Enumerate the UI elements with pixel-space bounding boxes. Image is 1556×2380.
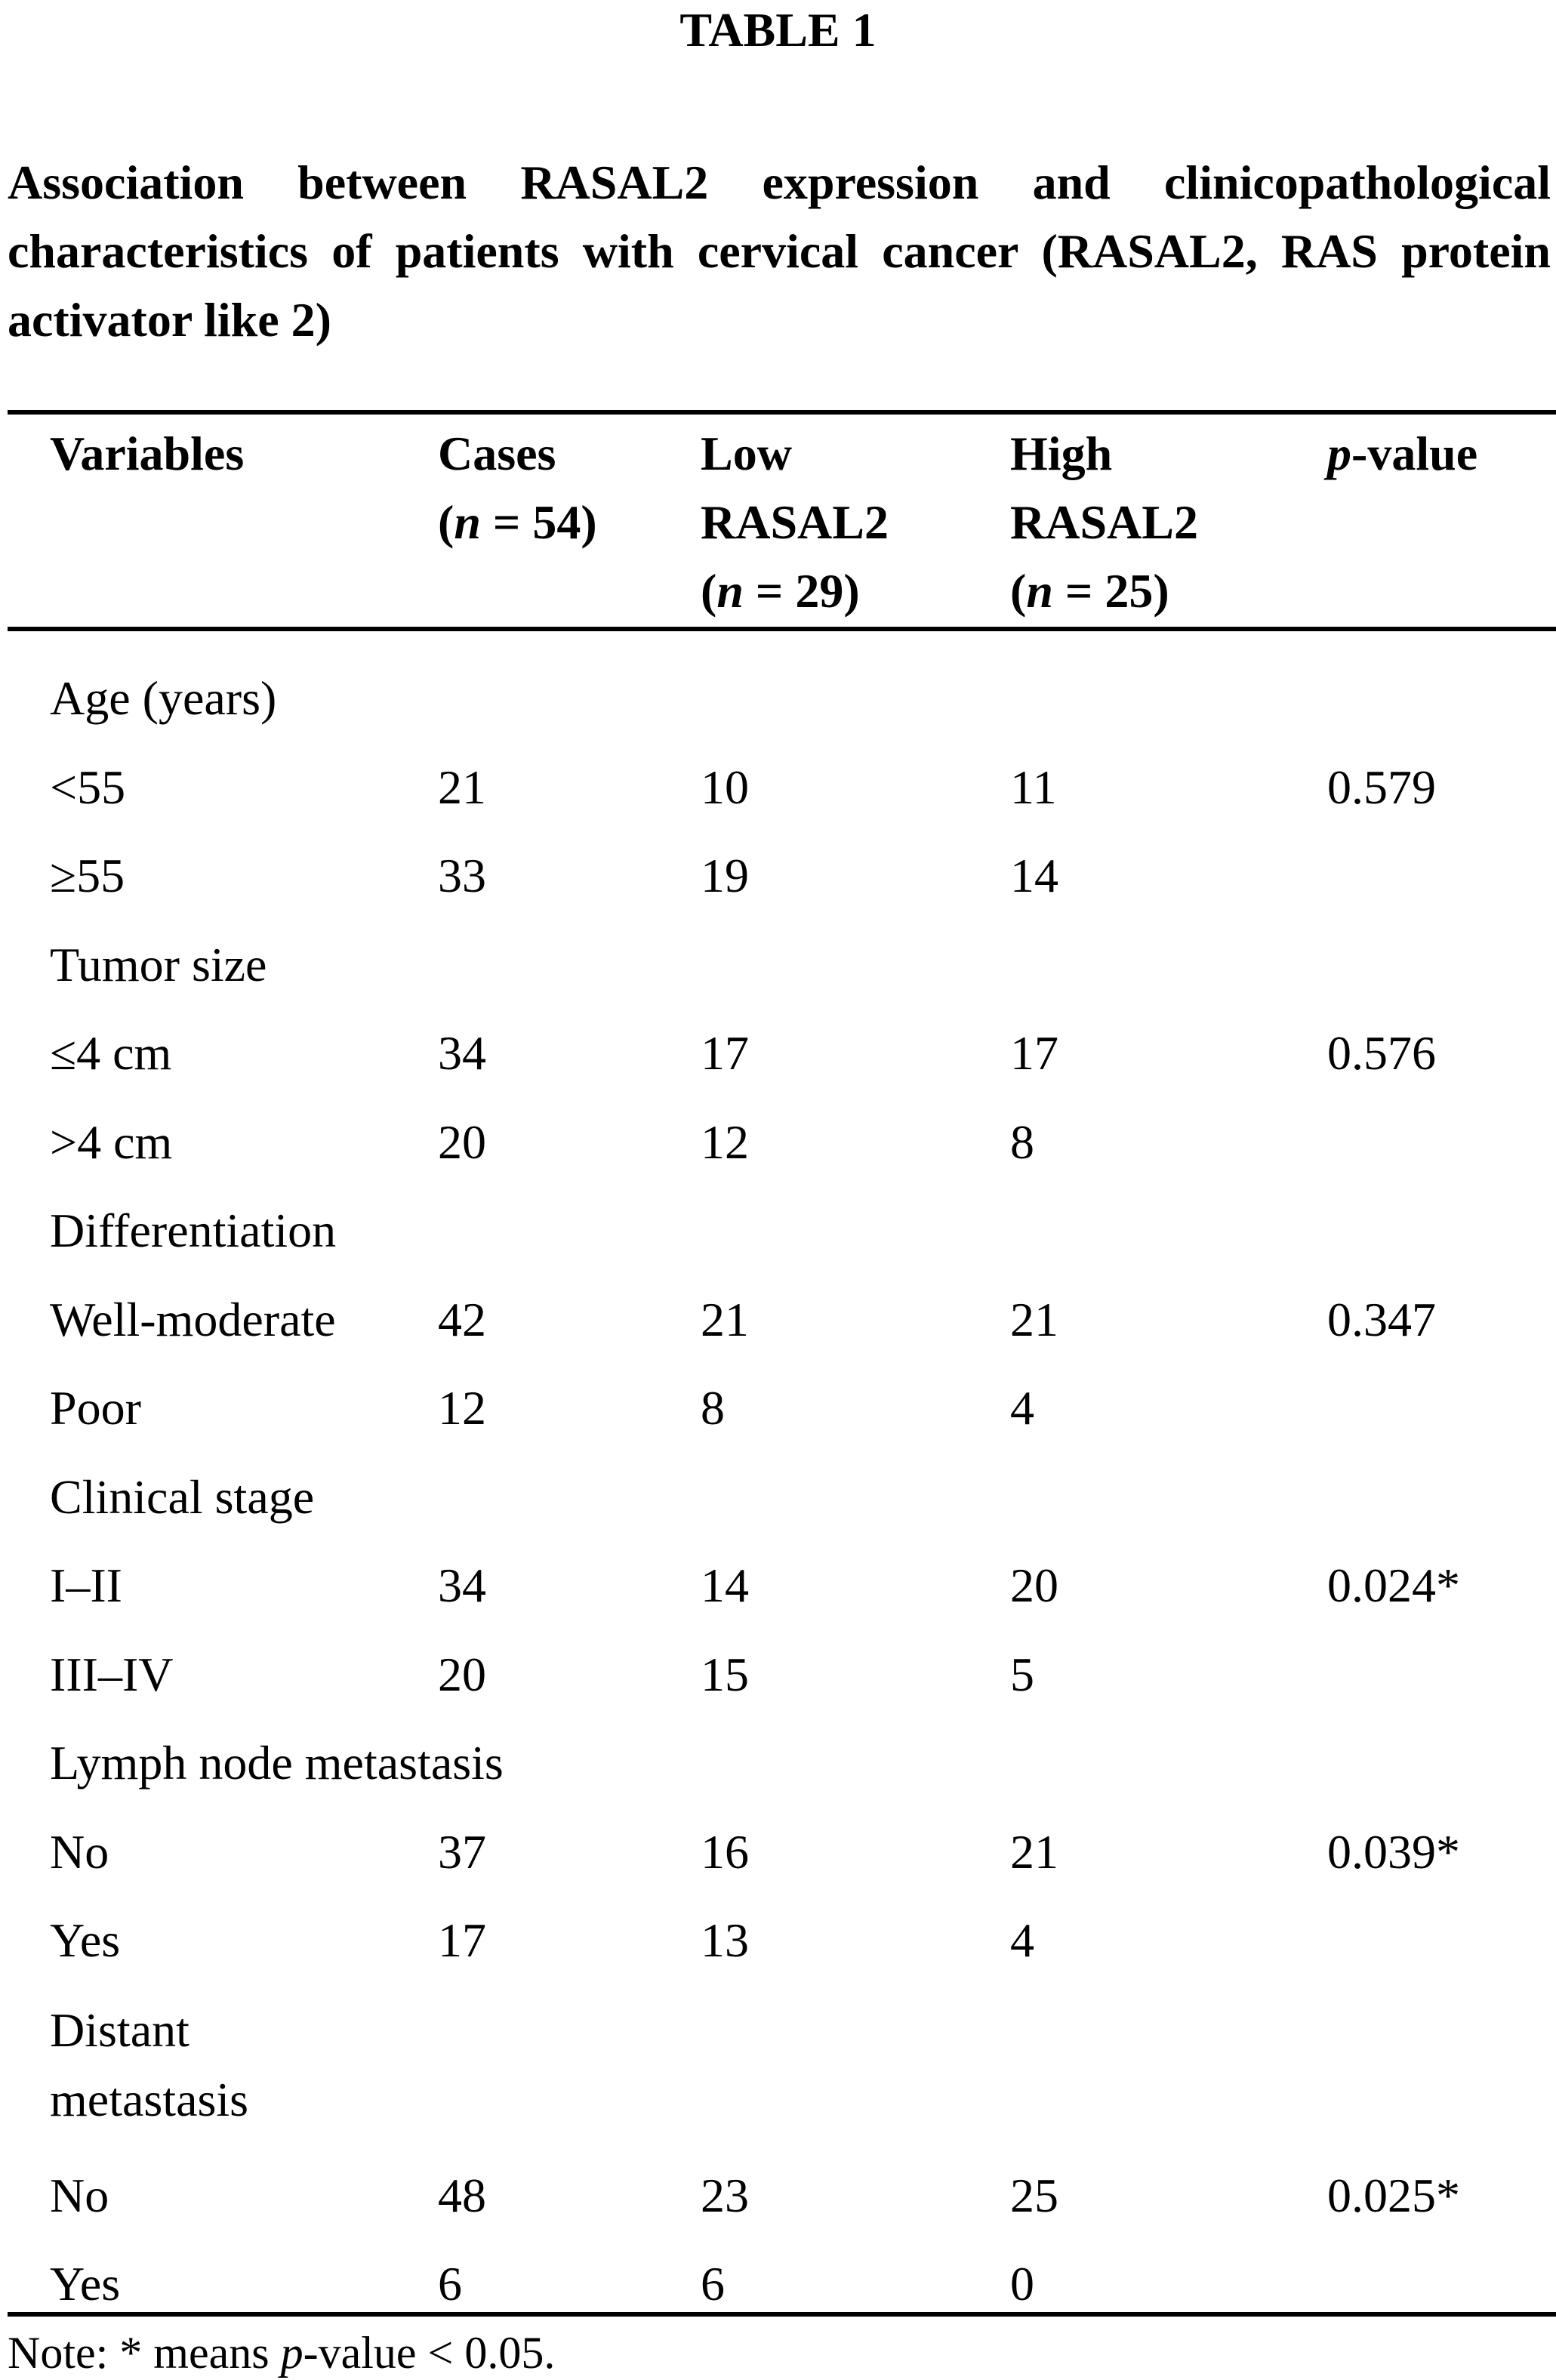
header-low-sub: RASAL2 [701,495,889,549]
cell-high: 5 [1010,1647,1034,1701]
table-row: Age (years) [0,654,1556,743]
cell-low: 23 [701,2168,749,2222]
cell-label: Yes [50,1913,121,1967]
header-high-rasal2: High RASAL2 (n = 25) [1010,419,1198,625]
table-body: Age (years) <55 21 10 11 0.579 ≥55 33 19 14 Tumor … [0,654,1556,2329]
table-row: Tumor size [0,920,1556,1010]
cell-high: 0 [1010,2257,1034,2311]
cell-low: 6 [701,2257,725,2311]
cell-cases: 33 [438,849,486,902]
table-row: Distant metastasis [0,1985,1556,2151]
cell-p: 0.576 [1327,1026,1436,1080]
table-row: III–IV 20 15 5 [0,1630,1556,1719]
cell-label: >4 cm [50,1114,173,1169]
cell-high: 21 [1010,1292,1058,1346]
cell-p: 0.025* [1327,2168,1460,2222]
cell-cases: 6 [438,2257,462,2311]
header-cases-label: Cases [438,427,556,480]
cell-high: 25 [1010,2168,1058,2222]
table-row: Yes 6 6 0 [0,2240,1556,2329]
table-row: Poor 12 8 4 [0,1364,1556,1453]
table-row: >4 cm 20 12 8 [0,1098,1556,1187]
cell-low: 15 [701,1647,749,1701]
cell-cases: 48 [438,2168,486,2222]
cell-label: Tumor size [50,937,267,991]
cell-high: 21 [1010,1824,1058,1879]
cell-low: 8 [701,1381,725,1435]
cell-low: 10 [701,760,749,814]
cell-label: ≥55 [50,849,125,902]
table-note: Note: * means p-value < 0.05. [8,2328,556,2378]
cell-label: No [50,1824,109,1879]
table-caption: Association between RASAL2 expression an… [8,156,1551,347]
cell-label: <55 [50,760,126,814]
cell-low: 19 [701,849,749,902]
table-title: TABLE 1 [679,3,877,57]
cell-p: 0.039* [1327,1824,1460,1879]
cell-low: 12 [701,1114,749,1169]
table-row: Yes 17 13 4 [0,1896,1556,1985]
header-low-n: (n = 29) [701,564,860,618]
header-low-label: Low [701,427,792,480]
cell-low: 21 [701,1292,749,1346]
header-high-sub: RASAL2 [1010,495,1198,549]
cell-low: 13 [701,1913,749,1967]
cell-high: 4 [1010,1913,1034,1967]
cell-cases: 20 [438,1647,486,1701]
cell-cases: 21 [438,760,486,814]
cell-label: I–II [50,1558,122,1612]
table-row: Differentiation [0,1186,1556,1275]
cell-label: Lymph node metastasis [50,1736,504,1790]
cell-label: Well-moderate [50,1292,336,1346]
cell-p: 0.347 [1327,1292,1436,1346]
cell-low: 17 [701,1026,749,1080]
header-cases-n: (n = 54) [438,495,597,549]
header-p-value: p-value [1327,427,1478,480]
bottom-rule [8,2312,1556,2317]
table-row: Clinical stage [0,1453,1556,1542]
cell-low: 16 [701,1824,749,1879]
cell-high: 8 [1010,1114,1034,1169]
cell-p: 0.579 [1327,760,1436,814]
cell-high: 11 [1010,760,1057,814]
cell-low: 14 [701,1558,749,1612]
cell-label: Yes [50,2257,121,2311]
header-cases: Cases (n = 54) [438,419,597,556]
cell-label: Age (years) [50,671,277,725]
table-row: ≥55 33 19 14 [0,831,1556,920]
table-row: No 48 23 25 0.025* [0,2151,1556,2240]
table-row: <55 21 10 11 0.579 [0,743,1556,832]
cell-cases: 42 [438,1292,486,1346]
cell-cases: 34 [438,1026,486,1080]
header-variables: Variables [50,427,245,480]
table-row: ≤4 cm 34 17 17 0.576 [0,1009,1556,1098]
cell-label: Distant metastasis [50,2002,249,2126]
header-rule [8,627,1556,631]
header-high-n: (n = 25) [1010,564,1169,618]
table-row: Well-moderate 42 21 21 0.347 [0,1275,1556,1364]
cell-high: 17 [1010,1026,1058,1080]
header-low-rasal2: Low RASAL2 (n = 29) [701,419,889,625]
cell-high: 4 [1010,1381,1034,1435]
cell-cases: 20 [438,1114,486,1169]
header-high-label: High [1010,427,1113,480]
cell-label: ≤4 cm [50,1026,172,1080]
cell-cases: 12 [438,1381,486,1435]
cell-label: III–IV [50,1647,174,1701]
cell-cases: 34 [438,1558,486,1612]
cell-label: No [50,2168,109,2222]
top-rule [8,410,1556,415]
cell-cases: 17 [438,1913,486,1967]
table-row: Lymph node metastasis [0,1719,1556,1808]
cell-high: 14 [1010,849,1058,902]
table-row: I–II 34 14 20 0.024* [0,1541,1556,1630]
cell-label: Poor [50,1381,141,1435]
table-row: No 37 16 21 0.039* [0,1808,1556,1897]
cell-high: 20 [1010,1558,1058,1612]
cell-cases: 37 [438,1824,486,1879]
cell-label: Differentiation [50,1204,337,1257]
cell-p: 0.024* [1327,1558,1460,1612]
cell-label: Clinical stage [50,1469,315,1524]
